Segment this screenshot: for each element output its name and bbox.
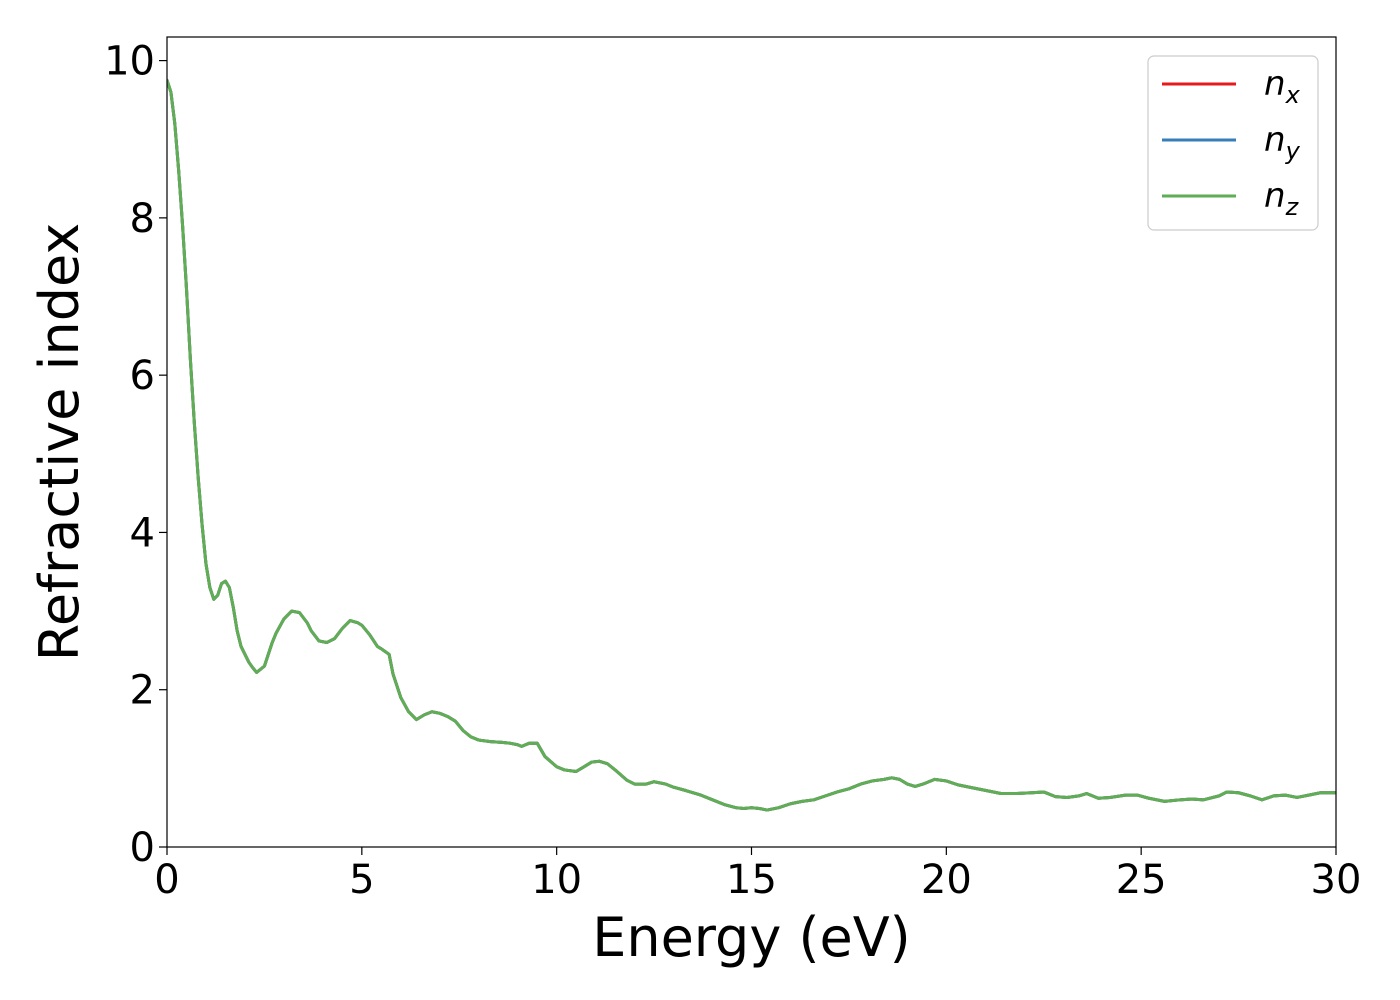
series-layer (167, 78, 1336, 812)
x-tick-label: 30 (1311, 857, 1362, 903)
legend: nx ny nz (1147, 55, 1319, 231)
legend-label: nx (1264, 64, 1301, 109)
x-tick-label: 10 (531, 857, 582, 903)
x-axis-title: Energy (eV) (592, 906, 911, 969)
legend-label: ny (1264, 120, 1301, 165)
legend-entry-n-y: ny (1162, 120, 1301, 165)
y-tick-label: 6 (130, 353, 155, 399)
y-tick-label: 4 (130, 510, 155, 556)
x-tick-label: 20 (921, 857, 972, 903)
y-tick-label: 8 (130, 196, 155, 242)
y-tick-label: 2 (130, 668, 155, 714)
y-tick-label: 10 (104, 39, 155, 85)
legend-entry-n-x: nx (1162, 64, 1301, 109)
axes-layer: 0 5 10 15 20 25 30 0 2 4 6 8 10 (104, 36, 1362, 903)
x-tick-label: 15 (726, 857, 777, 903)
legend-box (1147, 55, 1319, 231)
x-tick-label: 0 (154, 857, 179, 903)
x-tick-label: 5 (349, 857, 374, 903)
y-tick-label: 0 (130, 825, 155, 871)
legend-label: nz (1264, 176, 1300, 221)
y-axis-title: Refractive index (28, 223, 91, 662)
legend-entry-n-z: nz (1162, 176, 1300, 221)
x-tick-label: 25 (1116, 857, 1167, 903)
series-line-n-z (167, 78, 1336, 812)
